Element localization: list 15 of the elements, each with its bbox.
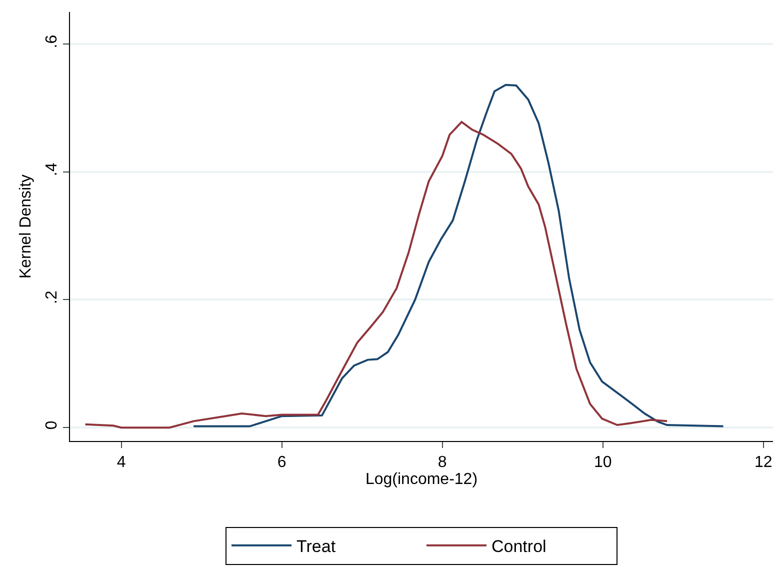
- x-tick-label: 6: [277, 454, 286, 472]
- y-tick-label: .4: [44, 162, 61, 176]
- legend-label: Treat: [296, 536, 336, 556]
- y-tick-label: .2: [44, 290, 61, 304]
- line-series: [192, 84, 724, 428]
- legend-label: Control: [492, 536, 546, 556]
- y-tick-label: .6: [44, 34, 61, 48]
- x-tick-label: 8: [438, 454, 447, 472]
- x-axis-title: Log(income-12): [365, 471, 478, 488]
- line-series: [84, 120, 668, 429]
- y-axis-title: Kernel Density: [18, 174, 34, 279]
- x-tick-label: 10: [594, 454, 612, 472]
- x-tick-label: 12: [754, 454, 772, 472]
- x-tick-label: 4: [116, 454, 126, 472]
- y-tick-label: 0: [44, 420, 61, 430]
